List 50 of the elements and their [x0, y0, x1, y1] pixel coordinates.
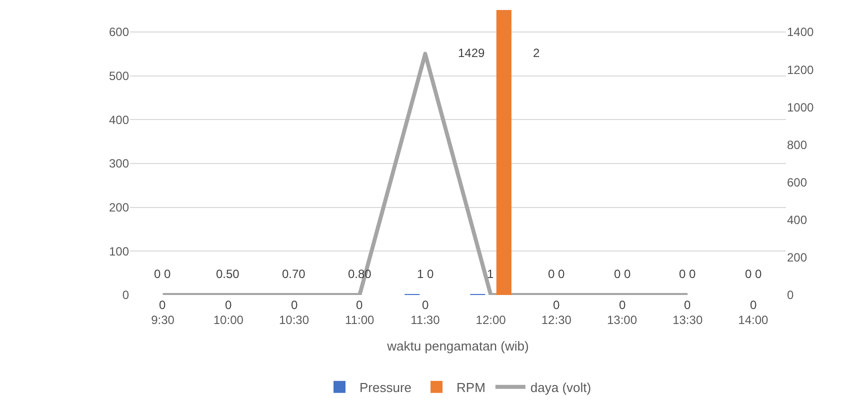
- y-tick-label: 400: [108, 112, 130, 127]
- data-label: 0: [684, 298, 691, 312]
- x-tick-label: 13:30: [672, 313, 703, 327]
- x-tick-label: 9:30: [151, 313, 175, 327]
- x-tick-label: 11:00: [345, 313, 374, 327]
- x-tick-label: 10:30: [278, 313, 310, 327]
- y-tick-label: 0: [122, 288, 130, 302]
- y2-tick-label: 1000: [787, 100, 814, 114]
- y2-tick-label: 1200: [787, 62, 814, 77]
- data-label: 0: [356, 298, 363, 312]
- data-label: 0 0: [548, 267, 566, 281]
- y-tick-label: 200: [108, 200, 130, 215]
- y2-tick-label: 1400: [787, 25, 814, 40]
- x-tick-label: 10:00: [213, 313, 244, 327]
- data-label: 0 0: [614, 267, 632, 281]
- data-label: 0 0: [745, 267, 762, 281]
- data-label: 0.70: [282, 267, 306, 281]
- x-tick-label: 14:00: [738, 313, 769, 327]
- data-label: 0: [422, 298, 429, 312]
- y2-tick-label: 0: [787, 288, 794, 302]
- x-tick-label: 12:30: [541, 313, 572, 327]
- data-label: 1 0: [417, 267, 434, 281]
- data-label: 0: [553, 298, 560, 312]
- data-label: 0.50: [216, 267, 240, 281]
- y-tick-label: 600: [108, 25, 130, 40]
- x-tick-label: 13:00: [606, 313, 638, 327]
- data-label: 0.80: [348, 267, 372, 281]
- data-label: 0 0: [154, 267, 172, 281]
- x-tick-label: 11:30: [410, 313, 440, 327]
- legend-label: RPM: [456, 380, 486, 395]
- data-label: 0: [291, 298, 298, 312]
- y-tick-label: 500: [108, 68, 130, 83]
- y2-tick-label: 400: [787, 213, 808, 228]
- data-label: 0: [750, 298, 757, 312]
- y2-tick-label: 200: [787, 250, 808, 265]
- legend-label: Pressure: [360, 380, 412, 395]
- data-label: 0: [619, 298, 626, 312]
- data-label: 0 0: [679, 267, 696, 281]
- annotation: 2: [533, 46, 540, 60]
- data-label: 1: [487, 267, 494, 281]
- annotation: 1429: [458, 46, 486, 60]
- data-label: 0: [225, 298, 232, 312]
- y-tick-label: 300: [108, 156, 130, 171]
- x-axis-title: waktu pengamatan (wib): [386, 338, 529, 354]
- x-tick-label: 12:00: [476, 313, 506, 327]
- y2-tick-label: 600: [787, 175, 808, 190]
- legend-label: daya (volt): [530, 380, 592, 395]
- y2-tick-label: 800: [787, 138, 808, 152]
- data-label: 0: [159, 298, 166, 312]
- y-tick-label: 100: [108, 244, 130, 258]
